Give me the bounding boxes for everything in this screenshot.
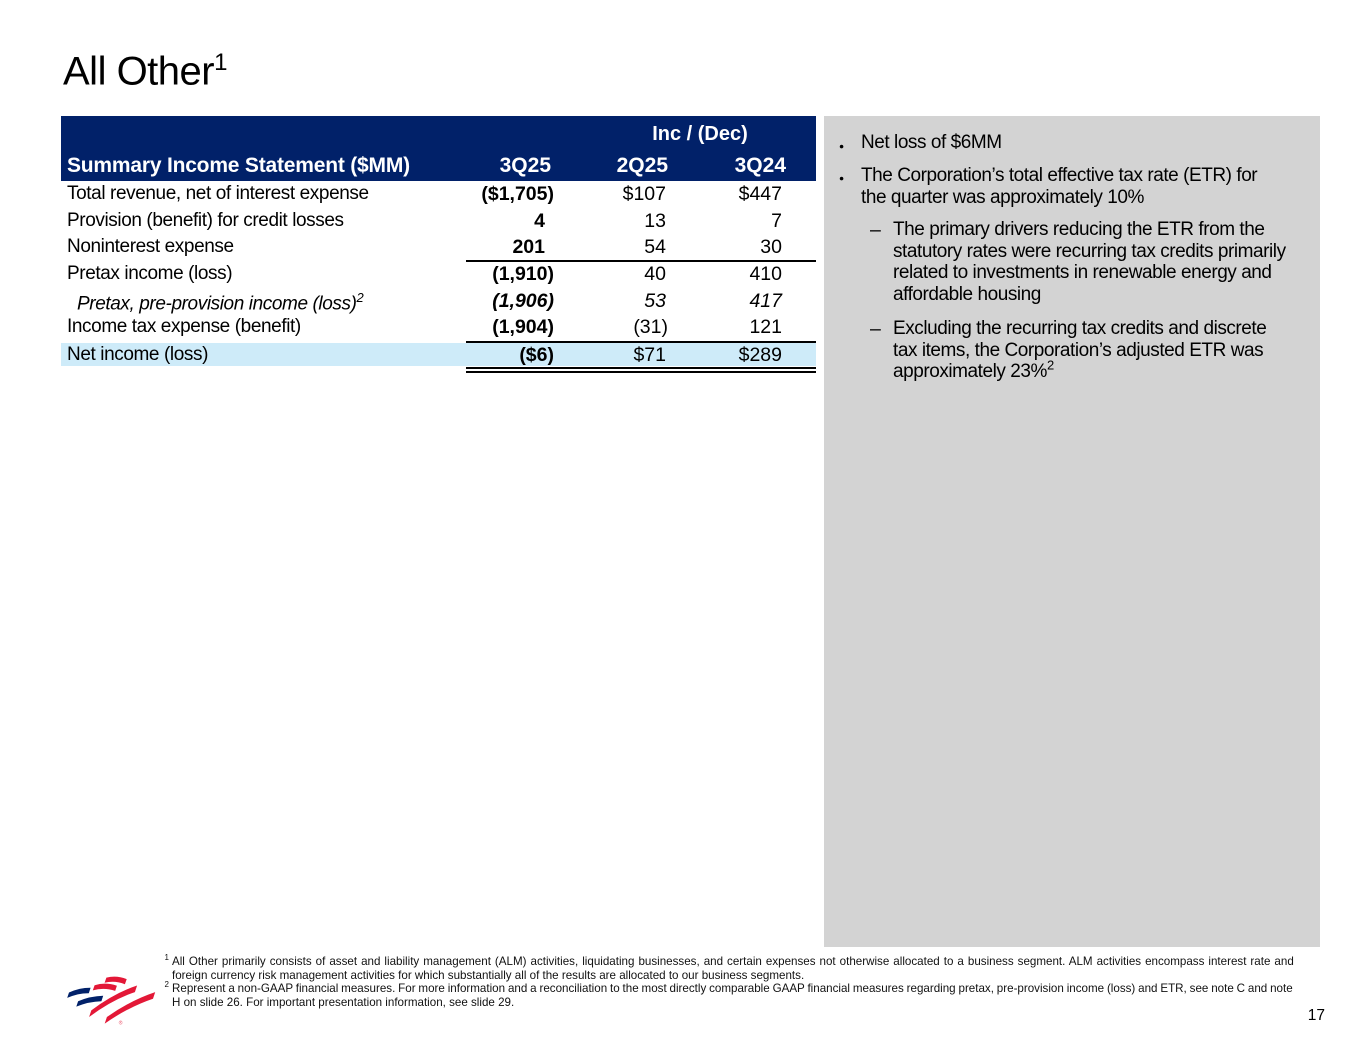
svg-text:®: ® (119, 1020, 123, 1027)
